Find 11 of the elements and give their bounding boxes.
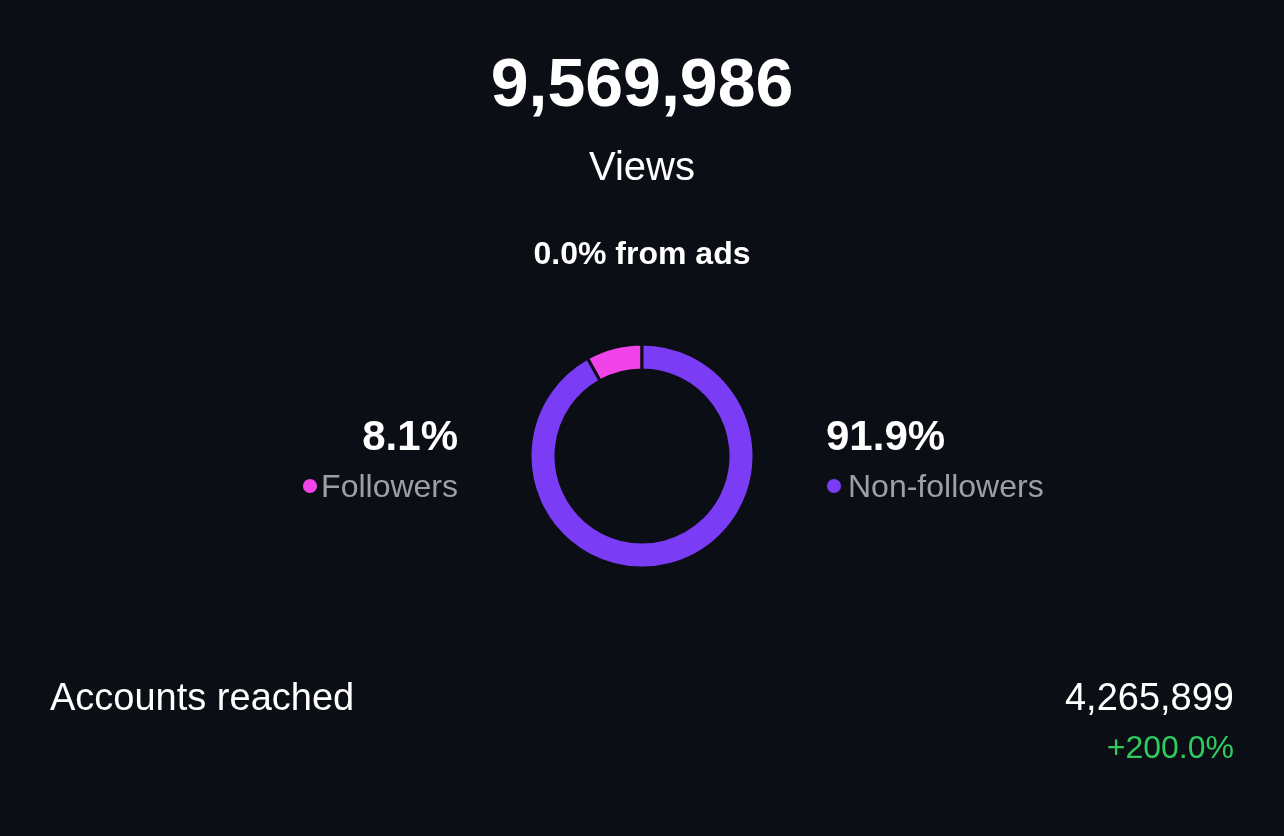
- legend-label: Non-followers: [848, 468, 1044, 504]
- text: 4,265,899: [1064, 676, 1234, 718]
- text: Accounts reached: [50, 676, 355, 718]
- text: +200.0%: [1106, 729, 1234, 765]
- data-label: 91.9%: [826, 412, 946, 459]
- data-label: 8.1%: [362, 412, 458, 459]
- donut-slice: [528, 342, 756, 570]
- text: 0.0% from ads: [533, 235, 751, 271]
- chart-subtitle: Views: [589, 144, 695, 188]
- chart-title: 9,569,986: [490, 44, 794, 120]
- legend-label: Followers: [321, 468, 458, 504]
